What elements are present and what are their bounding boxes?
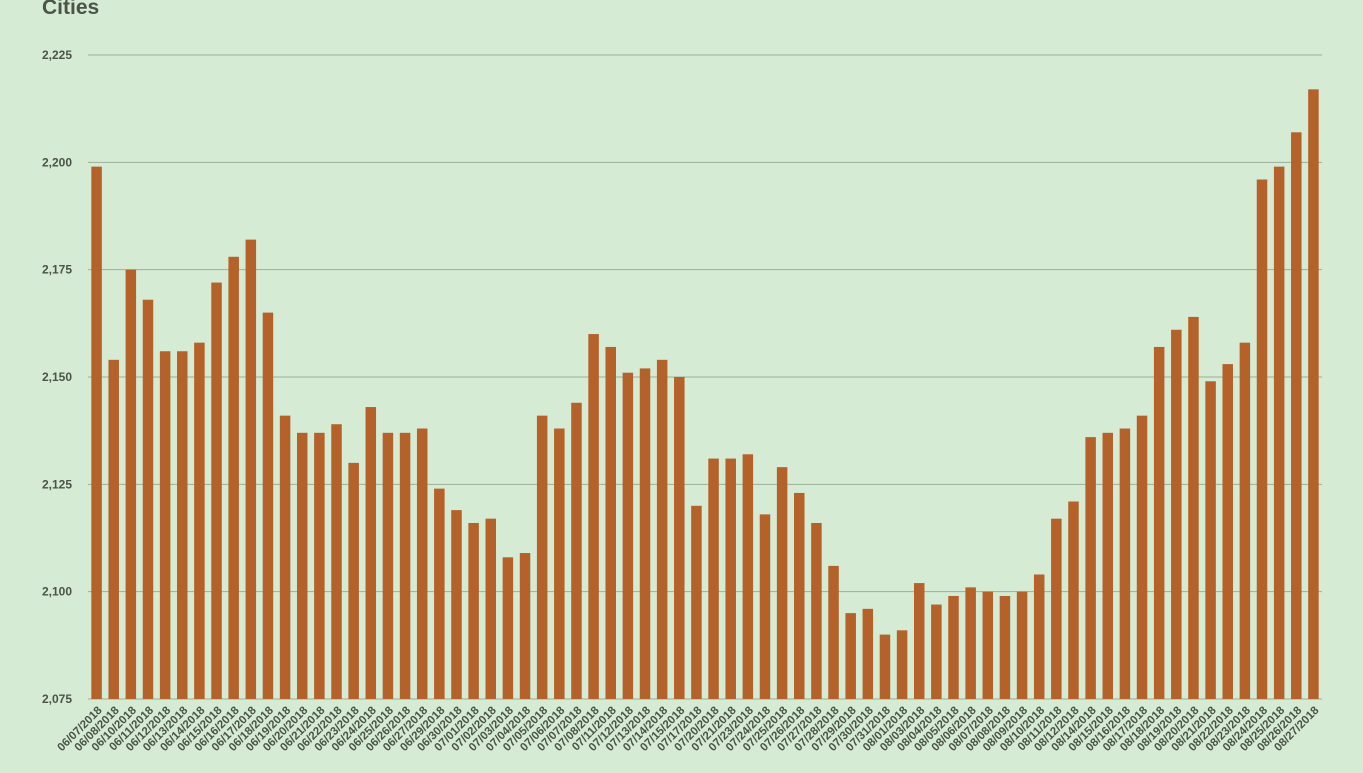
bar	[125, 269, 137, 699]
bars	[91, 89, 1319, 700]
bar	[314, 432, 325, 699]
bar	[519, 553, 531, 699]
y-tick-label: 2,175	[42, 263, 72, 277]
bar	[365, 407, 377, 699]
bar	[177, 351, 188, 699]
y-tick-label: 2,075	[42, 692, 72, 706]
bar	[382, 432, 394, 699]
bar	[468, 522, 479, 699]
bar	[639, 368, 651, 699]
bar	[108, 359, 119, 699]
bar	[331, 424, 342, 699]
bar	[262, 312, 274, 699]
bar	[1033, 574, 1045, 699]
bar	[862, 608, 874, 699]
bar	[91, 166, 102, 700]
chart-title: Cities	[42, 0, 100, 19]
bar	[931, 604, 942, 699]
bar	[348, 462, 359, 699]
bar	[1239, 342, 1251, 699]
bar	[142, 299, 154, 699]
bar	[948, 595, 959, 699]
y-tick-label: 2,125	[42, 477, 72, 491]
bar	[245, 239, 257, 699]
bar	[811, 522, 822, 699]
bar	[1085, 437, 1096, 699]
bar	[708, 458, 719, 699]
bar	[194, 342, 205, 699]
bar	[554, 428, 565, 699]
bar	[211, 282, 222, 699]
bar	[725, 458, 736, 699]
bar	[536, 415, 548, 699]
bar	[913, 583, 925, 699]
bar	[965, 587, 976, 699]
y-axis-ticks: 2,075 2,100 2,125 2,150 2,175 2,200 2,225	[42, 48, 72, 706]
bar	[605, 346, 616, 699]
bar	[999, 595, 1011, 699]
y-tick-label: 2,200	[42, 155, 72, 169]
bar	[571, 402, 582, 699]
bar	[1291, 132, 1302, 699]
bar	[1222, 364, 1233, 699]
gridlines	[88, 54, 1322, 700]
y-tick-label: 2,100	[42, 585, 72, 599]
bar	[399, 432, 411, 699]
bar	[828, 565, 839, 699]
bar	[742, 454, 754, 699]
bar	[1171, 329, 1182, 699]
bar	[656, 359, 668, 699]
bar	[434, 488, 445, 699]
bar	[1102, 432, 1114, 699]
bar	[896, 630, 908, 699]
bar	[1273, 166, 1285, 700]
bar	[776, 467, 788, 699]
bar	[1188, 316, 1199, 699]
bar	[1051, 518, 1062, 699]
bar	[1068, 501, 1079, 699]
bar	[296, 432, 308, 699]
bar	[1119, 428, 1131, 699]
bar	[502, 557, 514, 699]
bar	[1016, 591, 1028, 699]
bar	[485, 518, 497, 699]
bar	[674, 377, 685, 699]
bar	[982, 591, 994, 699]
bar	[1205, 381, 1216, 699]
bar	[279, 415, 291, 699]
bar	[159, 351, 171, 699]
bar	[879, 634, 891, 699]
bar	[1308, 89, 1319, 699]
bar	[622, 372, 634, 699]
x-axis-ticks: 06/07/201806/08/201806/10/201806/11/2018…	[56, 704, 1322, 754]
y-tick-label: 2,225	[42, 48, 72, 62]
y-tick-label: 2,150	[42, 370, 72, 384]
bar	[416, 428, 428, 699]
bar	[588, 334, 599, 699]
bar	[1256, 179, 1268, 700]
bar	[845, 613, 856, 699]
bar	[1136, 415, 1148, 699]
bar	[794, 492, 805, 699]
bar	[451, 510, 462, 699]
bar	[759, 514, 771, 699]
bar	[1153, 346, 1165, 699]
bar	[691, 505, 702, 699]
bar	[228, 256, 239, 699]
